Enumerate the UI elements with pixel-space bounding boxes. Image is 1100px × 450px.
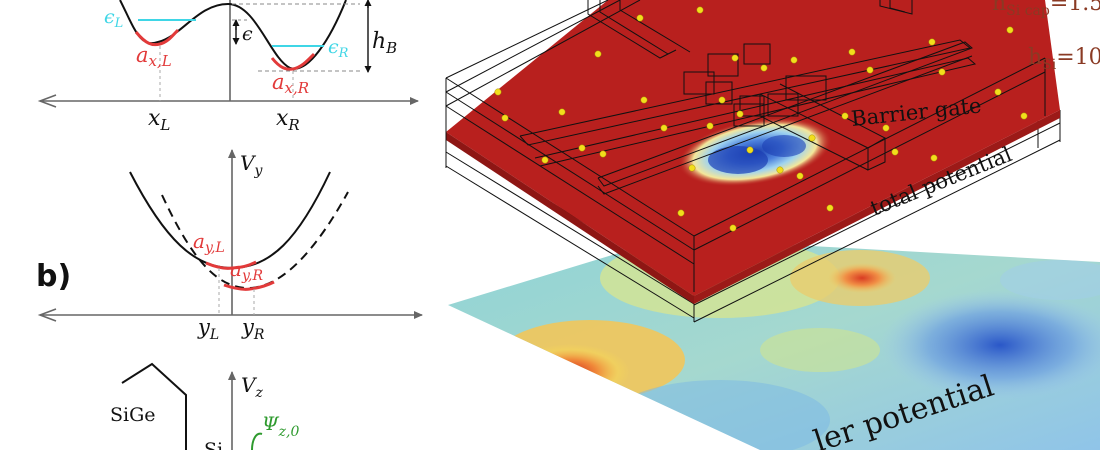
well-core-left <box>708 146 768 174</box>
yL-tick-label: yL <box>197 315 219 343</box>
slab-edge-front <box>446 132 694 304</box>
heterostructure-profile <box>121 362 187 450</box>
a-xR-label: ax,R <box>272 70 309 97</box>
eps-L-label: ϵL <box>104 6 123 31</box>
xR-tick-label: xR <box>276 106 300 134</box>
wavefunction-curve <box>251 432 263 450</box>
h-si-label: hSi=10 <box>1028 45 1100 73</box>
left-well-bottom <box>134 28 180 47</box>
psi-label: Ψz,0 <box>262 413 299 440</box>
panel-b-label: b) <box>36 259 71 294</box>
y-axis-left-arrow <box>37 308 57 322</box>
device-3d-render: ler potential <box>445 0 1100 450</box>
hb-label: hB <box>372 29 397 57</box>
a-xL-label: ax,L <box>136 43 172 70</box>
a-yL-label: ay,L <box>193 229 225 256</box>
sige-label: SiGe <box>110 404 156 426</box>
yR-tick-label: yR <box>241 315 265 343</box>
gate-wireframes <box>445 0 1046 292</box>
panel-a-x-potential: ϵL ϵR ϵ hB ax,L ax,R xL xR <box>37 0 419 134</box>
panel-c-z-potential: Vz SiGe Si Ψz,0 <box>110 362 299 450</box>
dopant-dots <box>494 6 1028 232</box>
slab-edge-side <box>694 110 1060 304</box>
a-yR-label: ay,R <box>230 257 263 284</box>
vz-axis-label: Vz <box>241 373 263 401</box>
eps-label: ϵ <box>242 23 253 45</box>
y-right-minimum <box>223 280 275 291</box>
well-core-right <box>762 135 806 157</box>
y-left-minimum <box>205 260 257 270</box>
vy-axis-label: Vy <box>240 151 263 179</box>
eps-R-label: ϵR <box>328 36 349 61</box>
si-label: Si <box>204 439 223 450</box>
xL-tick-label: xL <box>148 106 170 134</box>
parabola-left <box>129 171 331 270</box>
right-well-bottom <box>270 52 316 71</box>
panel-b-y-potential: b) Vy ay,L ay,R yL yR <box>36 149 423 343</box>
x-axis-left-arrow <box>37 94 57 108</box>
h-si-cap-label: hSi cap=1.5 <box>992 0 1100 19</box>
